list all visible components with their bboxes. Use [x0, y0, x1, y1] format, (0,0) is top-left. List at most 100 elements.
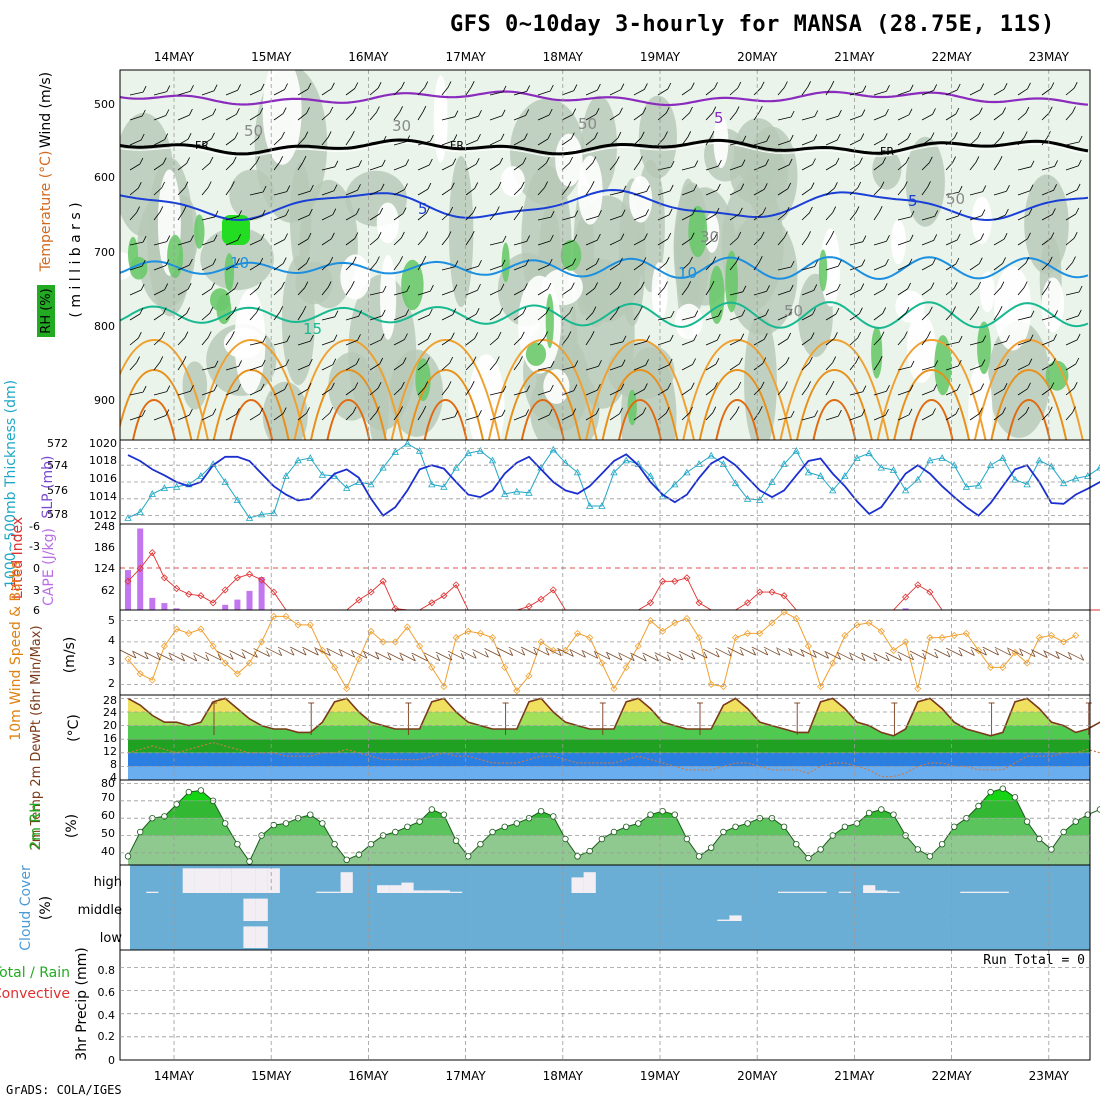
- wind-barb: [897, 337, 905, 346]
- wind-speed-line-point: [464, 627, 472, 635]
- wind-speed-line-point: [416, 642, 424, 650]
- wind-barb-10m-flag: [266, 650, 270, 657]
- wind-barb: [273, 113, 284, 121]
- wind-barb: [993, 413, 1003, 421]
- tick-temp: 20: [103, 719, 117, 732]
- wind-barb-flag: [302, 305, 307, 313]
- wind-barb-flag: [256, 156, 260, 163]
- wind-barb: [969, 239, 981, 246]
- wind-barb-flag: [742, 285, 747, 292]
- wind-barb: [825, 265, 839, 271]
- wind-barb-10m-flag: [667, 654, 671, 661]
- rh-point: [938, 841, 946, 848]
- wind-barb-flag: [422, 105, 427, 113]
- wind-barb-flag: [190, 385, 194, 392]
- wind-barb-flag: [836, 133, 841, 141]
- wind-barb-flag: [669, 184, 674, 192]
- wind-barb-flag: [453, 284, 458, 291]
- wind-barb-flag: [857, 331, 862, 339]
- wind-barb: [1065, 387, 1075, 396]
- lifted-index-point: [185, 590, 193, 598]
- wind-barb-flag: [547, 132, 552, 140]
- wind-barb-flag: [1006, 185, 1010, 192]
- wind-barb: [489, 415, 503, 421]
- wind-barb-flag: [428, 308, 433, 316]
- wind-barb: [777, 338, 788, 346]
- wind-barb-flag: [524, 133, 528, 140]
- wind-barb-flag: [640, 131, 645, 138]
- wind-barb: [729, 213, 740, 221]
- wind-barb: [465, 236, 472, 246]
- wind-barb: [729, 387, 739, 396]
- wind-barb-flag: [548, 258, 553, 266]
- isotherm-arc: [876, 338, 987, 440]
- wind-barb-10m-flag: [412, 654, 416, 662]
- wind-barb: [249, 239, 262, 246]
- wind-barb-10m-flag: [764, 648, 769, 656]
- wind-barb-flag: [644, 383, 648, 390]
- wind-barb-10m: [860, 652, 878, 662]
- wind-speed-line-point: [938, 634, 946, 642]
- wind-barb: [297, 238, 309, 246]
- wind-barb: [633, 341, 647, 346]
- wind-barb: [321, 412, 331, 421]
- isotherm-arc: [715, 398, 760, 440]
- wind-barb: [1017, 88, 1028, 96]
- wind-barb: [417, 140, 431, 146]
- wind-barb-flag: [331, 382, 335, 389]
- wind-barb: [729, 189, 741, 196]
- wind-barb-flag: [1054, 310, 1058, 317]
- wind-barb: [153, 289, 165, 296]
- wind-barb: [777, 290, 791, 296]
- wind-barb: [537, 90, 551, 96]
- wind-barb-flag: [1027, 382, 1031, 389]
- wind-barb-flag: [668, 208, 673, 216]
- date-label-bottom: 16MAY: [348, 1069, 389, 1083]
- rh-dry-blob: [380, 254, 397, 340]
- wind-barb-10m: [873, 652, 890, 662]
- wind-barb: [633, 137, 642, 146]
- wind-barb: [345, 112, 354, 121]
- wind-barb-flag: [784, 381, 788, 388]
- wind-barb: [561, 288, 572, 296]
- wind-barb-flag: [880, 331, 885, 338]
- rh-shade-blob: [200, 227, 274, 291]
- thickness-line-point: [1023, 480, 1031, 488]
- rh-dry-blob: [555, 133, 583, 187]
- wind-barb-flag: [350, 131, 355, 138]
- wind-barb-flag: [470, 231, 475, 238]
- wind-barb-flag: [1002, 407, 1006, 414]
- wind-barb: [225, 337, 232, 346]
- wind-barb: [345, 388, 356, 396]
- wind-barb-flag: [404, 183, 408, 190]
- wind-barb: [1065, 87, 1075, 96]
- wind-barb-flag: [735, 106, 740, 113]
- labels: RH (%)Temperature (°C)Wind (m/s)( m i l …: [0, 72, 90, 1061]
- wind-barb: [921, 414, 933, 421]
- wind-speed-line-point: [1047, 631, 1055, 640]
- wind-barb-flag: [137, 182, 142, 189]
- lifted-index-point: [549, 586, 557, 594]
- wind-barb-flag: [741, 309, 746, 316]
- wind-barb: [1041, 112, 1050, 121]
- wind-barb-flag: [790, 110, 795, 118]
- wind-barb: [633, 389, 645, 396]
- wind-barb: [705, 387, 715, 396]
- wind-barb: [393, 87, 402, 96]
- rh-point: [926, 853, 934, 860]
- wind-barb: [921, 240, 934, 246]
- wind-barb-10m-flag: [242, 652, 246, 659]
- wind-barb-flag: [139, 157, 144, 165]
- tick-cape: 248: [94, 520, 115, 533]
- wind-barb: [513, 265, 526, 271]
- wind-barb-flag: [832, 206, 837, 213]
- wind-barb-flag: [763, 333, 768, 340]
- wind-barb-flag: [161, 331, 165, 339]
- thickness-line-point: [780, 460, 788, 467]
- wind-barb: [201, 240, 215, 246]
- wind-barb-flag: [590, 181, 595, 188]
- wind-barb: [1041, 88, 1052, 96]
- wind-barb-flag: [284, 233, 288, 240]
- tick-temp: 8: [110, 758, 117, 771]
- wind-barb-flag: [238, 210, 242, 217]
